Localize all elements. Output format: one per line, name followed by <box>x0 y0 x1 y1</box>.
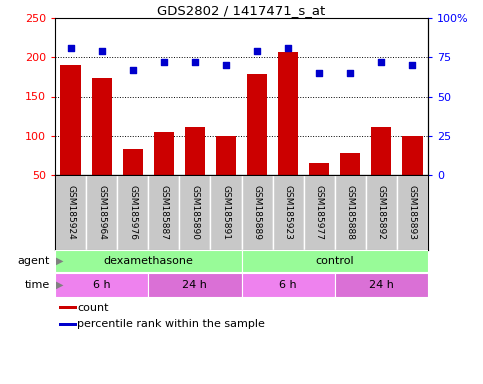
Text: 24 h: 24 h <box>369 280 394 290</box>
Point <box>315 70 323 76</box>
Bar <box>335 175 366 250</box>
Bar <box>59 306 77 309</box>
Bar <box>216 136 236 175</box>
Bar <box>397 175 428 250</box>
Text: GSM185976: GSM185976 <box>128 185 137 240</box>
Text: agent: agent <box>18 256 50 266</box>
Text: 24 h: 24 h <box>183 280 207 290</box>
Text: GSM185891: GSM185891 <box>222 185 230 240</box>
Point <box>409 62 416 68</box>
Bar <box>211 175 242 250</box>
Text: dexamethasone: dexamethasone <box>103 256 193 266</box>
Text: 6 h: 6 h <box>279 280 297 290</box>
Text: count: count <box>77 303 109 313</box>
Text: GSM185892: GSM185892 <box>377 185 386 240</box>
Point <box>191 59 199 65</box>
Bar <box>402 136 423 175</box>
Bar <box>242 250 428 271</box>
Text: 6 h: 6 h <box>93 280 111 290</box>
Text: GSM185964: GSM185964 <box>97 185 106 240</box>
Point <box>222 62 230 68</box>
Text: time: time <box>25 280 50 290</box>
Point <box>378 59 385 65</box>
Point <box>160 59 168 65</box>
Bar <box>185 127 205 175</box>
Text: GSM185887: GSM185887 <box>159 185 168 240</box>
Bar <box>366 175 397 250</box>
Point <box>284 45 292 51</box>
Text: GSM185889: GSM185889 <box>253 185 261 240</box>
Bar <box>117 175 148 250</box>
Text: GSM185888: GSM185888 <box>346 185 355 240</box>
Text: GSM185924: GSM185924 <box>66 185 75 240</box>
Bar <box>59 323 77 326</box>
Bar <box>304 175 335 250</box>
Point <box>129 67 137 73</box>
Bar <box>123 149 143 175</box>
Text: ▶: ▶ <box>56 256 63 266</box>
Bar <box>148 273 242 296</box>
Bar <box>247 74 267 175</box>
Bar <box>55 250 242 271</box>
Bar <box>335 273 428 296</box>
Text: GSM185890: GSM185890 <box>190 185 199 240</box>
Title: GDS2802 / 1417471_s_at: GDS2802 / 1417471_s_at <box>157 4 326 17</box>
Bar <box>340 153 360 175</box>
Bar <box>60 65 81 175</box>
Bar <box>148 175 179 250</box>
Bar <box>242 273 335 296</box>
Bar <box>179 175 211 250</box>
Bar <box>278 52 298 175</box>
Text: ▶: ▶ <box>56 280 63 290</box>
Bar <box>242 175 272 250</box>
Bar <box>154 132 174 175</box>
Bar <box>371 127 392 175</box>
Point <box>253 48 261 54</box>
Text: percentile rank within the sample: percentile rank within the sample <box>77 319 265 329</box>
Text: GSM185977: GSM185977 <box>315 185 324 240</box>
Bar <box>55 273 148 296</box>
Point <box>67 45 74 51</box>
Bar <box>272 175 304 250</box>
Bar <box>55 175 86 250</box>
Bar <box>309 163 329 175</box>
Text: GSM185923: GSM185923 <box>284 185 293 240</box>
Text: GSM185893: GSM185893 <box>408 185 417 240</box>
Bar <box>91 78 112 175</box>
Point <box>346 70 354 76</box>
Bar <box>86 175 117 250</box>
Point <box>98 48 105 54</box>
Text: control: control <box>315 256 354 266</box>
